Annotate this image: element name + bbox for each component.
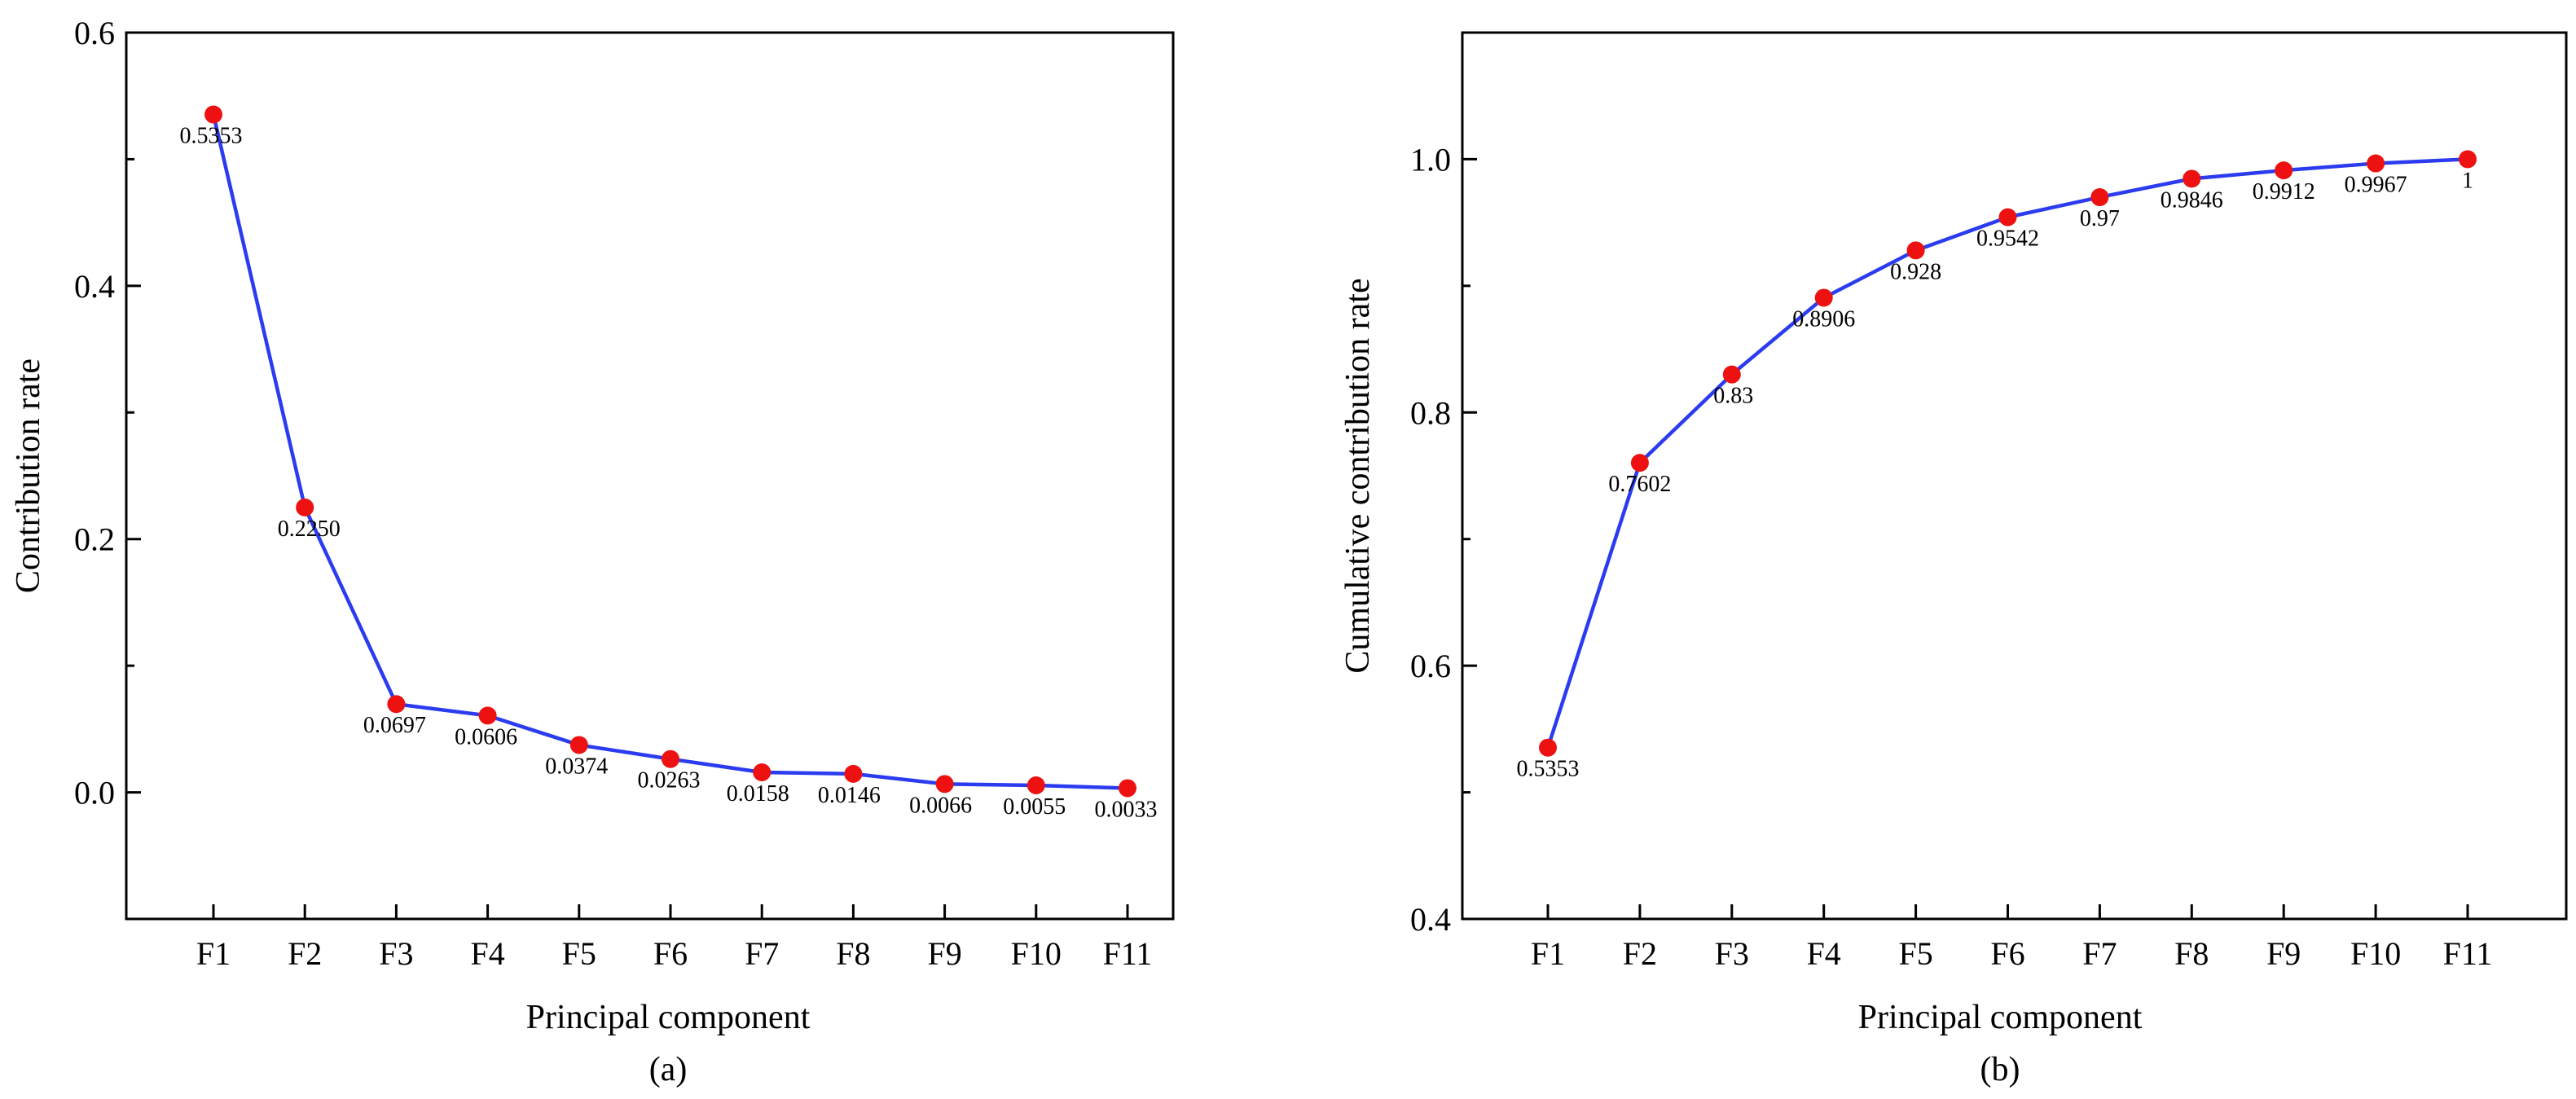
x-tick-label: F10 <box>1011 935 1062 972</box>
data-label: 0.928 <box>1890 259 1941 284</box>
y-tick-label: 0.8 <box>1410 394 1451 431</box>
data-point <box>844 764 863 783</box>
data-label: 0.97 <box>2080 206 2120 231</box>
data-point <box>296 498 314 517</box>
data-label: 0.0374 <box>545 754 608 779</box>
x-tick-label: F6 <box>1990 935 2024 972</box>
data-point <box>1998 208 2017 226</box>
data-label: 0.5353 <box>180 124 243 149</box>
x-tick-label: F10 <box>2350 935 2401 972</box>
data-label: 0.5353 <box>1517 757 1580 782</box>
y-axis-title-b: Cumulative contribution rate <box>1339 278 1377 673</box>
y-tick-label: 0.4 <box>1410 901 1451 938</box>
data-label: 0.0066 <box>909 793 972 818</box>
series-b: 0.5353 0.7602 0.83 0.8906 0.928 0.9542 0.97 0.9… <box>1517 150 2477 782</box>
data-point <box>1814 288 1833 307</box>
data-point <box>935 775 954 793</box>
data-point <box>662 750 679 768</box>
data-label: 0.8906 <box>1792 306 1855 332</box>
x-tick-label: F3 <box>1715 935 1749 972</box>
x-tick-label: F11 <box>2443 935 2493 972</box>
x-tick-label: F7 <box>2082 935 2117 972</box>
x-tick-label: F1 <box>1531 935 1565 972</box>
y-axis-title-a: Contribution rate <box>10 358 47 593</box>
data-label: 1 <box>2462 168 2473 193</box>
data-point <box>1722 365 1741 384</box>
x-tick-label: F1 <box>196 935 231 972</box>
data-point <box>1539 738 1557 757</box>
data-point <box>1026 776 1045 795</box>
data-point <box>2367 154 2385 173</box>
y-ticks-b: 0.4 0.6 0.8 1.0 <box>1410 141 1477 938</box>
y-tick-label: 0.6 <box>74 15 115 51</box>
data-label: 0.7602 <box>1608 472 1671 497</box>
x-tick-label: F3 <box>379 935 413 972</box>
x-ticks-b: F1 F2 F3 F4 F5 F6 F7 F8 F9 F10 F11 <box>1531 904 2493 972</box>
data-label: 0.0146 <box>818 783 881 808</box>
x-tick-label: F4 <box>470 935 504 972</box>
data-point <box>387 695 406 714</box>
x-tick-label: F8 <box>836 935 870 972</box>
data-label: 0.9912 <box>2253 179 2315 204</box>
data-label: 0.0055 <box>1003 794 1066 820</box>
data-point <box>478 706 497 725</box>
y-tick-label: 0.0 <box>74 775 115 811</box>
data-label: 0.83 <box>1713 384 1753 409</box>
data-label: 0.2250 <box>278 517 341 542</box>
data-point <box>1906 241 1925 260</box>
x-tick-label: F9 <box>2266 935 2301 972</box>
x-tick-label: F7 <box>745 935 779 972</box>
chart-panel-b: 0.4 0.6 0.8 1.0 F1 F2 F3 F4 F5 F6 F7 F8 F9 F10 F11 0.… <box>1339 31 2568 1088</box>
x-tick-label: F11 <box>1103 935 1153 972</box>
data-label: 0.9846 <box>2161 187 2223 213</box>
x-tick-label: F4 <box>1807 935 1841 972</box>
data-point <box>2459 150 2477 169</box>
data-point <box>1119 779 1136 798</box>
data-label: 0.0263 <box>638 768 701 793</box>
y-tick-label: 0.4 <box>74 268 115 305</box>
data-point <box>2183 169 2201 188</box>
chart-panel-a: 0.0 0.2 0.4 0.6 F1 F2 F3 F4 F5 F6 F7 F8 F9 F10 F11 0.… <box>10 15 1175 1088</box>
data-label: 0.0697 <box>363 713 426 738</box>
x-tick-label: F8 <box>2174 935 2209 972</box>
x-tick-label: F9 <box>927 935 961 972</box>
x-axis-title-b: Principal component <box>1858 999 2143 1036</box>
y-ticks-a: 0.0 0.2 0.4 0.6 <box>74 15 141 811</box>
data-point <box>204 105 222 124</box>
x-tick-label: F5 <box>562 935 596 972</box>
caption-a: (a) <box>649 1051 688 1088</box>
x-axis-title-a: Principal component <box>526 999 811 1036</box>
x-tick-label: F2 <box>1623 935 1657 972</box>
data-point <box>569 736 588 754</box>
x-tick-label: F6 <box>653 935 688 972</box>
caption-b: (b) <box>1980 1051 2020 1088</box>
plot-frame-a <box>125 31 1175 921</box>
x-tick-label: F2 <box>288 935 322 972</box>
data-label: 0.9542 <box>1976 226 2039 252</box>
series-a: 0.5353 0.2250 0.0697 0.0606 0.0374 0.0263 0.01… <box>180 105 1158 822</box>
y-tick-label: 1.0 <box>1410 141 1451 178</box>
data-point <box>2275 161 2293 180</box>
data-label: 0.9967 <box>2345 173 2407 198</box>
data-point <box>753 763 771 782</box>
data-label: 0.0158 <box>727 781 789 807</box>
data-label: 0.0033 <box>1095 797 1158 822</box>
x-ticks-a: F1 F2 F3 F4 F5 F6 F7 F8 F9 F10 F11 <box>196 904 1153 972</box>
y-tick-label: 0.6 <box>1410 648 1451 684</box>
data-point <box>2090 188 2109 207</box>
data-label: 0.0606 <box>455 724 517 750</box>
data-point <box>1630 454 1649 473</box>
y-tick-label: 0.2 <box>74 521 115 558</box>
plot-frame-b <box>1461 31 2568 921</box>
x-tick-label: F5 <box>1898 935 1932 972</box>
